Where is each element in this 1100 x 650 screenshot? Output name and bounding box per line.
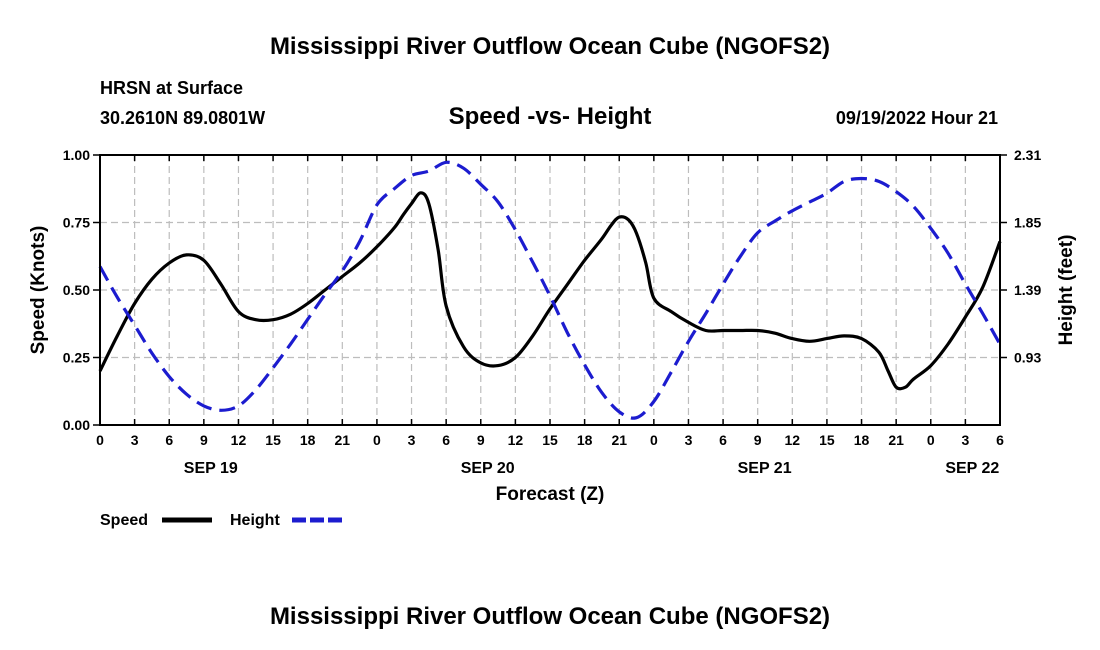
x-tick-label: 21 xyxy=(888,432,904,448)
date-label: SEP 21 xyxy=(738,460,792,477)
date-label: SEP 22 xyxy=(945,460,999,477)
grid-lines xyxy=(100,154,1000,425)
y-axis-right-label: Height (feet) xyxy=(1056,235,1077,346)
station-label: HRSN at Surface xyxy=(100,78,243,98)
y-axis-left-label: Speed (Knots) xyxy=(28,226,49,355)
x-tick-label: 0 xyxy=(373,432,381,448)
x-tick-label: 15 xyxy=(265,432,281,448)
y-right-tick-label: 0.93 xyxy=(1014,350,1041,366)
date-labels: SEP 19 SEP 20 SEP 21 SEP 22 xyxy=(184,460,1000,477)
date-label: SEP 19 xyxy=(184,460,238,477)
x-tick-label: 21 xyxy=(335,432,351,448)
x-tick-label: 0 xyxy=(96,432,104,448)
y-axis-left: 0.00 0.25 0.50 0.75 1.00 xyxy=(63,147,100,433)
x-tick-label: 6 xyxy=(719,432,727,448)
date-label: SEP 20 xyxy=(461,460,515,477)
x-tick-label: 6 xyxy=(165,432,173,448)
y-left-tick-label: 0.50 xyxy=(63,282,90,298)
legend: Speed Height xyxy=(100,512,342,529)
series-layer xyxy=(98,160,1002,420)
x-tick-label: 6 xyxy=(442,432,450,448)
y-right-tick-label: 1.39 xyxy=(1014,282,1041,298)
x-tick-label: 9 xyxy=(477,432,485,448)
x-tick-label: 3 xyxy=(131,432,139,448)
y-left-tick-label: 0.75 xyxy=(63,215,90,231)
x-tick-label: 9 xyxy=(754,432,762,448)
legend-speed-label: Speed xyxy=(100,512,148,529)
y-left-tick-label: 0.00 xyxy=(63,417,90,433)
x-tick-label: 3 xyxy=(408,432,416,448)
x-axis-label: Forecast (Z) xyxy=(496,484,605,505)
x-tick-label: 18 xyxy=(854,432,870,448)
y-right-tick-label: 1.85 xyxy=(1014,215,1041,231)
x-tick-label: 12 xyxy=(785,432,801,448)
x-tick-label: 15 xyxy=(542,432,558,448)
location-label: 30.2610N 89.0801W xyxy=(100,108,265,128)
bottom-chart-title: Mississippi River Outflow Ocean Cube (NG… xyxy=(270,603,830,630)
x-tick-label: 21 xyxy=(611,432,627,448)
x-tick-label: 3 xyxy=(961,432,969,448)
series-line-height xyxy=(98,160,1002,420)
x-tick-label: 15 xyxy=(819,432,835,448)
chart-title: Mississippi River Outflow Ocean Cube (NG… xyxy=(270,33,830,60)
y-axis-right: 0.93 1.39 1.85 2.31 xyxy=(1000,147,1041,366)
y-right-tick-label: 2.31 xyxy=(1014,147,1041,163)
legend-height-label: Height xyxy=(230,512,280,529)
series-line-speed xyxy=(98,191,1002,391)
x-tick-label: 0 xyxy=(650,432,658,448)
x-tick-label: 6 xyxy=(996,432,1004,448)
x-tick-label: 12 xyxy=(231,432,247,448)
x-tick-label: 18 xyxy=(577,432,593,448)
x-tick-label: 3 xyxy=(685,432,693,448)
y-left-tick-label: 1.00 xyxy=(63,147,90,163)
y-left-tick-label: 0.25 xyxy=(63,350,90,366)
x-tick-label: 12 xyxy=(508,432,524,448)
x-tick-label: 0 xyxy=(927,432,935,448)
forecast-datetime: 09/19/2022 Hour 21 xyxy=(836,108,998,128)
chart-subtitle: Speed -vs- Height xyxy=(449,103,652,130)
x-tick-label: 18 xyxy=(300,432,316,448)
x-tick-label: 9 xyxy=(200,432,208,448)
x-axis: 0 3 6 9 12 15 18 21 0 3 6 9 12 15 18 21 0 3 6 9 12 15 18 21 0 3 6 xyxy=(96,155,1004,448)
